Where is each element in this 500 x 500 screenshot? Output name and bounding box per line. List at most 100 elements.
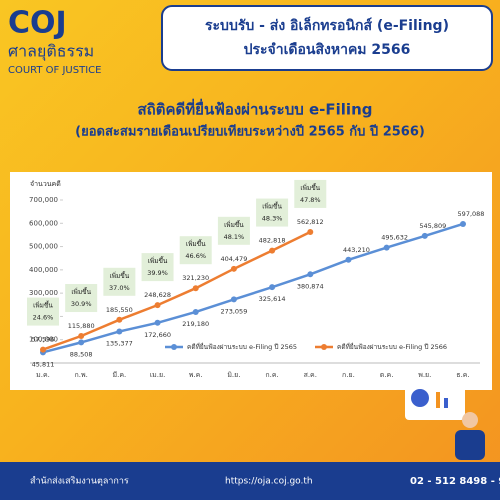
increase-label: เพิ่มขึ้น: [148, 256, 168, 265]
data-point: [154, 319, 161, 326]
x-tick-label: พ.ย.: [418, 371, 431, 379]
logo-thai: ศาลยุติธรรม: [8, 42, 94, 62]
increase-value: 48.3%: [262, 215, 283, 223]
data-point: [154, 302, 161, 309]
x-tick-label: เม.ย.: [150, 371, 166, 379]
increase-box: [179, 236, 212, 265]
x-tick-label: มิ.ย.: [227, 371, 240, 379]
value-label: 321,230: [182, 274, 209, 282]
data-point: [421, 232, 428, 239]
y-axis-title: จำนวนคดี: [30, 180, 61, 188]
logo-text: COJ: [8, 6, 67, 41]
data-point: [116, 328, 123, 335]
increase-value: 48.1%: [224, 233, 245, 241]
x-tick-label: มี.ค.: [112, 371, 126, 379]
footer: [0, 462, 500, 500]
data-point: [192, 308, 199, 315]
increase-label: เพิ่มขึ้น: [224, 220, 244, 229]
legend-label: คดีที่ยื่นฟ้องผ่านระบบ e-Filing ปี 2565: [187, 342, 297, 351]
series-line: [42, 230, 311, 351]
increase-box: [27, 297, 59, 326]
increase-value: 37.0%: [109, 284, 130, 292]
value-label: 185,550: [106, 306, 133, 314]
increase-label: เพิ่มขึ้น: [71, 287, 91, 296]
value-label: 115,880: [68, 322, 95, 330]
y-tick-label: 400,000: [29, 266, 58, 274]
value-label: 495,632: [381, 234, 408, 242]
chart-panel: [10, 172, 492, 390]
increase-value: 39.9%: [147, 269, 168, 277]
increase-label: เพิ่มขึ้น: [33, 301, 53, 310]
value-label: 443,210: [343, 246, 370, 254]
series-line: [42, 222, 464, 354]
x-tick-label: ม.ค.: [36, 371, 50, 379]
increase-label: เพิ่มขึ้น: [186, 239, 206, 248]
data-point: [383, 244, 390, 251]
increase-value: 30.9%: [71, 300, 92, 308]
legend-dot: [171, 344, 177, 350]
value-label: 545,809: [419, 222, 446, 230]
increase-label: เพิ่มขึ้น: [110, 271, 130, 280]
data-point: [230, 296, 237, 303]
chart-title: สถิติคดีที่ยื่นฟ้องผ่านระบบ e-Filing: [138, 99, 373, 119]
y-tick-label: 600,000: [29, 219, 58, 227]
y-tick-label: 500,000: [29, 243, 58, 251]
data-point: [78, 339, 85, 346]
data-point: [230, 265, 237, 272]
chart-subtitle: (ยอดสะสมรายเดือนเปรียบเทียบระหว่างปี 256…: [75, 124, 425, 140]
data-point: [40, 346, 46, 353]
y-tick-label: 700,000: [29, 196, 58, 204]
increase-value: 24.6%: [33, 314, 54, 322]
value-label: 88,508: [70, 350, 93, 358]
x-tick-label: พ.ค.: [189, 371, 203, 379]
value-label: 562,812: [297, 218, 324, 226]
x-tick-label: ก.ค.: [265, 371, 278, 379]
value-label: 248,628: [144, 291, 171, 299]
value-label: 482,818: [259, 237, 286, 245]
value-label: 404,479: [220, 255, 247, 263]
value-label: 57,596: [32, 336, 55, 344]
footer-org: สำนักส่งเสริมงานตุลาการ: [30, 476, 129, 487]
icon-bar: [436, 392, 440, 408]
value-label: 172,660: [144, 331, 171, 339]
banner-subtitle: ประจำเดือนสิงหาคม 2566: [244, 42, 411, 58]
data-point: [307, 228, 314, 235]
increase-label: เพิ่มขึ้น: [262, 202, 282, 211]
value-label: 219,180: [182, 320, 209, 328]
footer-phone: 02 - 512 8498 - 9: [410, 476, 500, 487]
data-point: [307, 271, 314, 278]
data-point: [269, 247, 276, 254]
data-point: [345, 256, 352, 263]
increase-box: [217, 216, 250, 245]
x-tick-label: ส.ค.: [304, 371, 317, 379]
banner-title: ระบบรับ - ส่ง อิเล็กทรอนิกส์ (e-Filing): [205, 16, 449, 34]
increase-value: 46.6%: [185, 252, 206, 260]
icon-person-head: [462, 412, 478, 428]
footer-url[interactable]: https://oja.coj.go.th: [225, 477, 313, 487]
y-tick-label: 100,000: [29, 336, 58, 344]
increase-box: [256, 198, 289, 227]
legend-dot: [321, 344, 327, 350]
x-tick-label: ต.ค.: [380, 371, 394, 379]
y-tick-label: 300,000: [29, 289, 58, 297]
data-point: [192, 285, 199, 292]
value-label: 45,811: [32, 360, 55, 368]
icon-person-body: [455, 430, 485, 460]
data-point: [269, 284, 276, 291]
increase-box: [65, 284, 98, 313]
value-label: 273,059: [220, 307, 247, 315]
increase-box: [141, 253, 174, 282]
icon-bar: [444, 398, 448, 408]
increase-box: [294, 179, 327, 208]
increase-label: เพิ่มขึ้น: [300, 183, 320, 192]
data-point: [78, 333, 85, 340]
x-tick-label: ก.ย.: [342, 371, 355, 379]
data-point: [116, 316, 123, 323]
x-tick-label: ก.พ.: [75, 371, 88, 379]
banner: [161, 5, 493, 71]
value-label: 325,614: [259, 295, 286, 303]
icon-pie: [411, 389, 429, 407]
x-tick-label: ธ.ค.: [456, 371, 469, 379]
